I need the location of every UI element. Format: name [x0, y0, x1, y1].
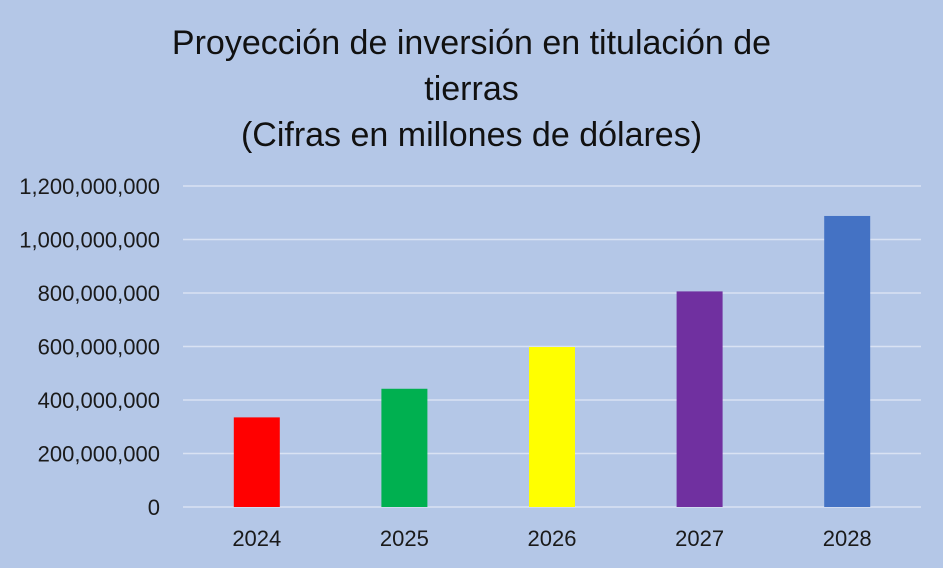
bar-2026	[529, 347, 575, 507]
chart-title-line-3: (Cifras en millones de dólares)	[240, 116, 703, 154]
chart-title-line-2: tierras	[424, 70, 519, 108]
x-tick-label: 2027	[675, 526, 724, 551]
x-tick-label: 2025	[380, 526, 429, 551]
chart-title: Proyección de inversión en titulación de…	[0, 20, 943, 158]
bar-2028	[824, 215, 871, 507]
y-tick-label: 1,000,000,000	[19, 228, 160, 253]
x-tick-label: 2024	[232, 526, 281, 551]
y-tick-label: 1,200,000,000	[19, 174, 160, 199]
bar-2025	[381, 388, 428, 507]
y-tick-label: 200,000,000	[38, 442, 160, 467]
chart-title-line-1: Proyección de inversión en titulación de	[171, 24, 772, 62]
x-tick-label: 2028	[823, 526, 872, 551]
y-tick-label: 600,000,000	[38, 335, 160, 360]
y-tick-label: 400,000,000	[38, 388, 160, 413]
bar-2027	[676, 291, 723, 507]
y-tick-label: 800,000,000	[38, 281, 160, 306]
y-tick-label: 0	[148, 495, 160, 520]
x-tick-label: 2026	[528, 526, 577, 551]
bar-2024	[233, 417, 280, 507]
